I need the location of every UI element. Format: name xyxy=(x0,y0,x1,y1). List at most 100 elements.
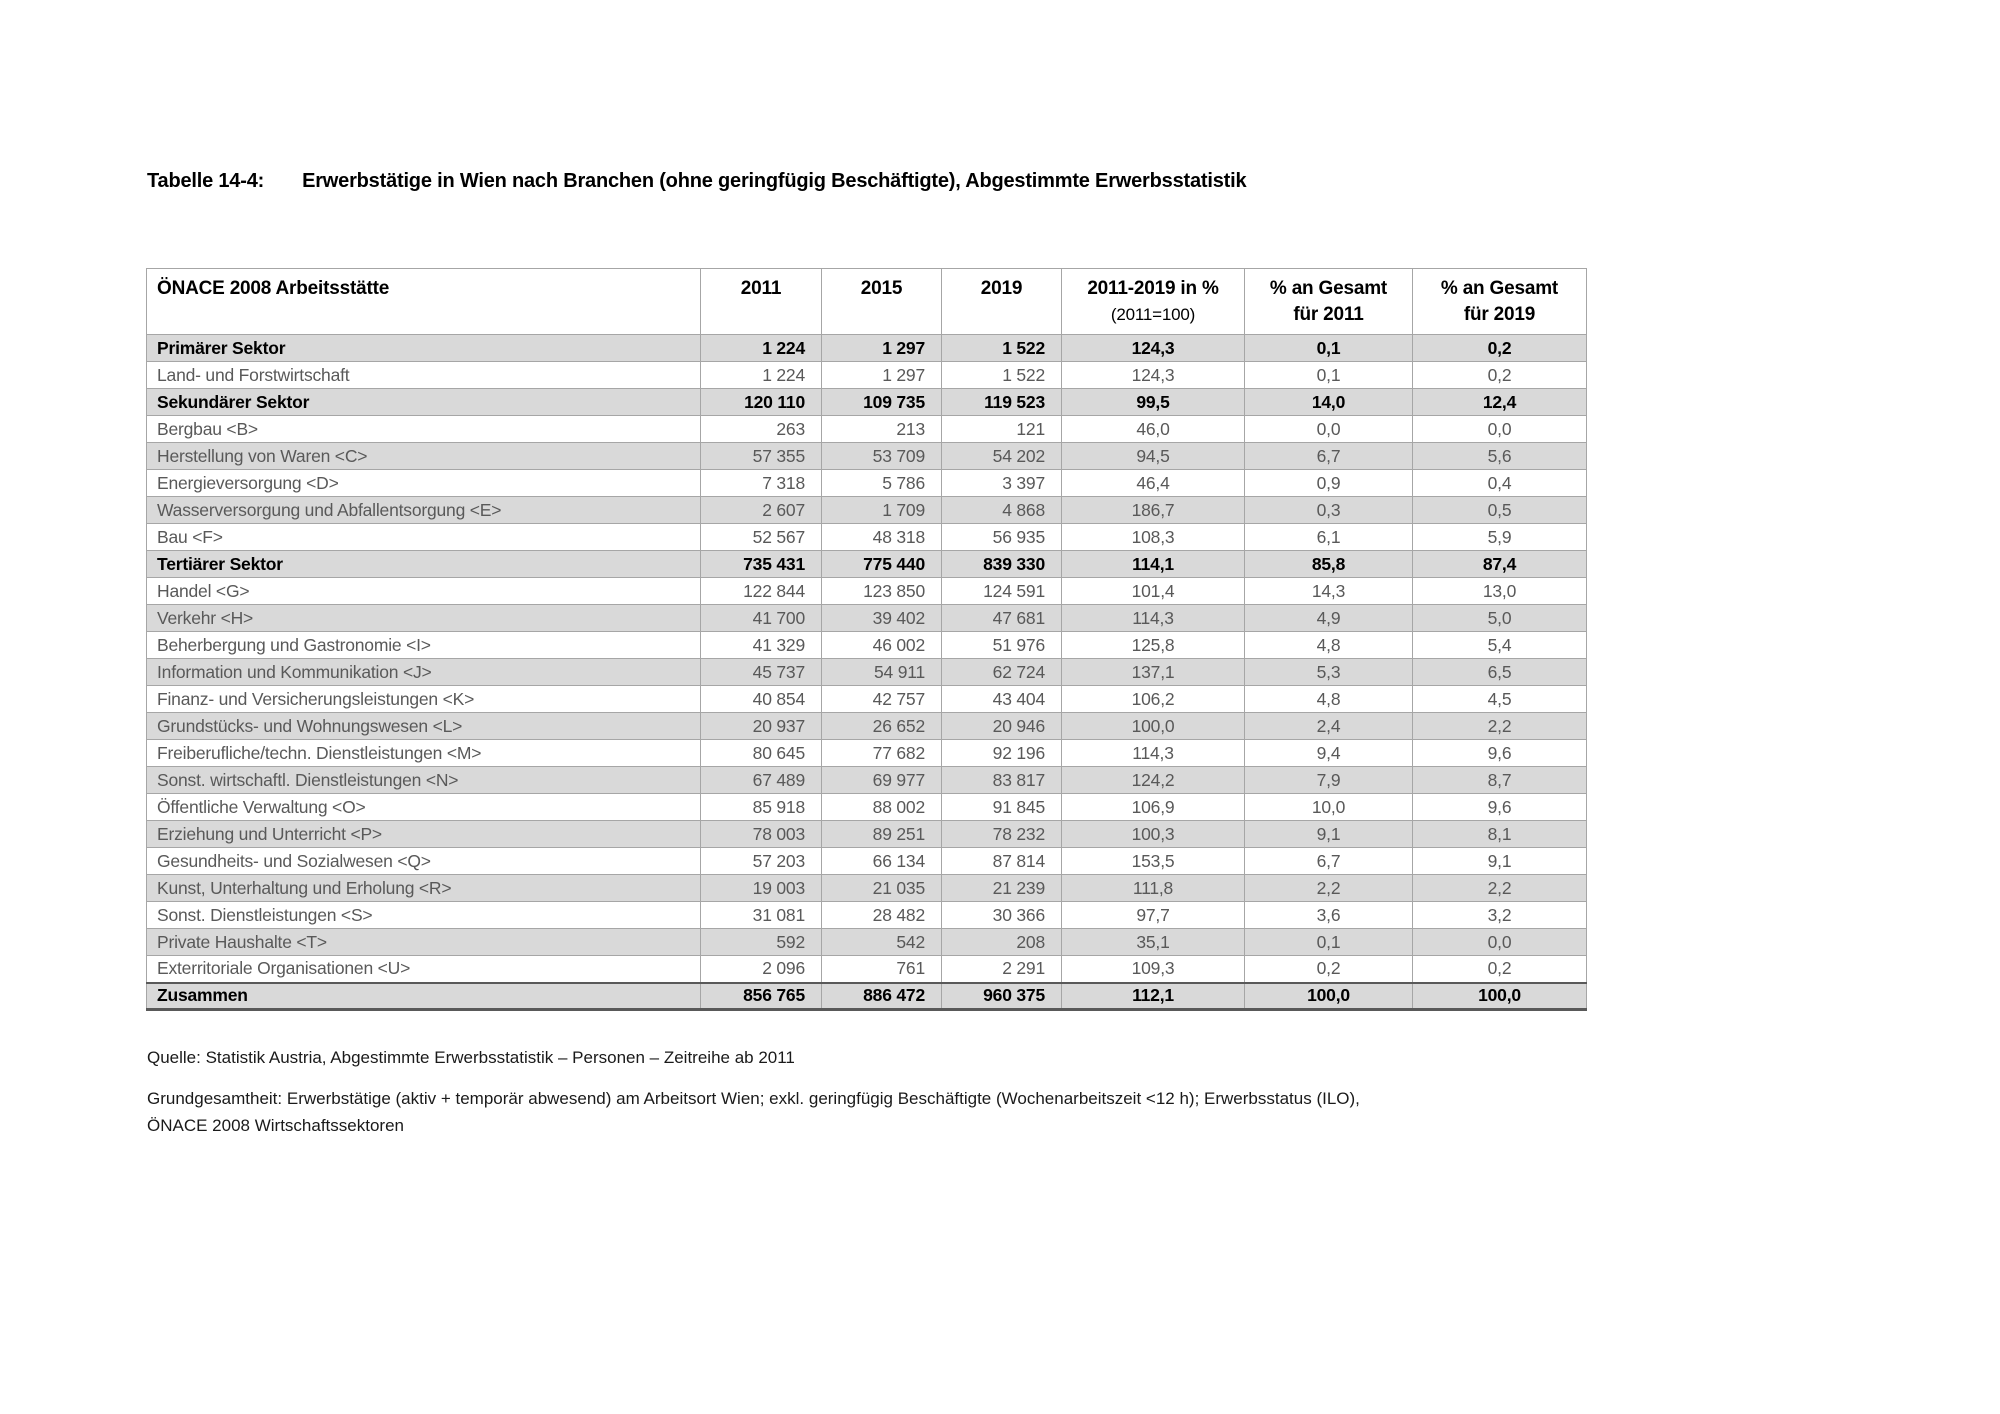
row-value: 66 134 xyxy=(821,847,942,875)
row-value: 91 845 xyxy=(941,793,1062,821)
table-row: Beherbergung und Gastronomie <I> 41 329 46… xyxy=(146,631,1587,659)
row-value: 592 xyxy=(700,928,822,956)
row-label: Wasserversorgung und Abfallentsorgung <E… xyxy=(146,496,701,524)
table-caption: Tabelle 14-4: Erwerbstätige in Wien nach … xyxy=(147,170,1247,193)
row-label: Bergbau <B> xyxy=(146,415,701,443)
table-row: Handel <G> 122 844 123 850 124 591 101,4 14,3… xyxy=(146,577,1587,605)
row-value: 69 977 xyxy=(821,766,942,794)
row-value: 100,0 xyxy=(1061,712,1245,740)
row-value: 125,8 xyxy=(1061,631,1245,659)
header-label-change: 2011-2019 in % xyxy=(1087,278,1219,299)
row-value: 45 737 xyxy=(700,658,822,686)
row-value: 0,0 xyxy=(1412,928,1587,956)
table-row: Gesundheits- und Sozialwesen <Q> 57 203 66… xyxy=(146,847,1587,875)
table-header: ÖNACE 2008 Arbeitsstätte 2011 2015 2019 … xyxy=(146,268,1587,335)
row-value: 2,2 xyxy=(1412,712,1587,740)
row-value: 0,9 xyxy=(1244,469,1413,497)
row-value: 2,4 xyxy=(1244,712,1413,740)
source-note: Quelle: Statistik Austria, Abgestimmte E… xyxy=(147,1048,795,1067)
row-value: 80 645 xyxy=(700,739,822,767)
row-value: 5 786 xyxy=(821,469,942,497)
table-caption-text: Erwerbstätige in Wien nach Branchen (ohn… xyxy=(302,170,1247,192)
row-value: 26 652 xyxy=(821,712,942,740)
row-value: 13,0 xyxy=(1412,577,1587,605)
row-value: 5,9 xyxy=(1412,523,1587,551)
row-value: 40 854 xyxy=(700,685,822,713)
table-row: Land- und Forstwirtschaft 1 224 1 297 1 522… xyxy=(146,361,1587,389)
row-value: 0,4 xyxy=(1412,469,1587,497)
row-value: 87,4 xyxy=(1412,550,1587,578)
row-value: 2,2 xyxy=(1412,874,1587,902)
population-note: Grundgesamtheit: Erwerbstätige (aktiv + … xyxy=(147,1085,1360,1139)
table-caption-number: Tabelle 14-4: xyxy=(147,170,265,192)
table-row: Sekundärer Sektor 120 110 109 735 119 523 99… xyxy=(146,388,1587,416)
row-value: 137,1 xyxy=(1061,658,1245,686)
row-value: 1 709 xyxy=(821,496,942,524)
row-value: 3,2 xyxy=(1412,901,1587,929)
table-row: Private Haushalte <T> 592 542 208 35,1 0,1 0,0 xyxy=(146,928,1587,956)
table-row: Kunst, Unterhaltung und Erholung <R> 19 0… xyxy=(146,874,1587,902)
row-label: Private Haushalte <T> xyxy=(146,928,701,956)
row-value: 2 607 xyxy=(700,496,822,524)
table-row: Tertiärer Sektor 735 431 775 440 839 330 114… xyxy=(146,550,1587,578)
row-value: 186,7 xyxy=(1061,496,1245,524)
row-value: 1 297 xyxy=(821,361,942,389)
row-label: Bau <F> xyxy=(146,523,701,551)
row-value: 109 735 xyxy=(821,388,942,416)
row-value: 20 937 xyxy=(700,712,822,740)
table-row: Exterritoriale Organisationen <U> 2 096 76… xyxy=(146,955,1587,983)
row-value: 0,5 xyxy=(1412,496,1587,524)
row-value: 0,2 xyxy=(1244,955,1413,983)
row-value: 67 489 xyxy=(700,766,822,794)
row-value: 99,5 xyxy=(1061,388,1245,416)
table-row: Bau <F> 52 567 48 318 56 935 108,3 6,1 5,9 xyxy=(146,523,1587,551)
row-value: 97,7 xyxy=(1061,901,1245,929)
row-value: 78 003 xyxy=(700,820,822,848)
row-value: 106,2 xyxy=(1061,685,1245,713)
row-value: 121 xyxy=(941,415,1062,443)
row-value: 735 431 xyxy=(700,550,822,578)
table-row: Sonst. wirtschaftl. Dienstleistungen <N>… xyxy=(146,766,1587,794)
row-value: 8,1 xyxy=(1412,820,1587,848)
row-value: 6,5 xyxy=(1412,658,1587,686)
header-cell-change: 2011-2019 in % (2011=100) xyxy=(1061,268,1245,335)
row-value: 52 567 xyxy=(700,523,822,551)
row-value: 0,2 xyxy=(1412,334,1587,362)
row-value: 3 397 xyxy=(941,469,1062,497)
row-value: 88 002 xyxy=(821,793,942,821)
row-value: 46,0 xyxy=(1061,415,1245,443)
row-value: 53 709 xyxy=(821,442,942,470)
row-label: Herstellung von Waren <C> xyxy=(146,442,701,470)
row-value: 100,0 xyxy=(1412,981,1587,1011)
row-value: 21 035 xyxy=(821,874,942,902)
row-value: 5,0 xyxy=(1412,604,1587,632)
row-label: Sonst. wirtschaftl. Dienstleistungen <N> xyxy=(146,766,701,794)
header-label-share-2019: % an Gesamt xyxy=(1440,278,1559,299)
row-value: 85 918 xyxy=(700,793,822,821)
row-value: 0,3 xyxy=(1244,496,1413,524)
row-label: Öffentliche Verwaltung <O> xyxy=(146,793,701,821)
row-value: 30 366 xyxy=(941,901,1062,929)
row-value: 54 202 xyxy=(941,442,1062,470)
row-value: 208 xyxy=(941,928,1062,956)
row-value: 5,3 xyxy=(1244,658,1413,686)
row-value: 109,3 xyxy=(1061,955,1245,983)
row-value: 120 110 xyxy=(700,388,822,416)
row-label: Energieversorgung <D> xyxy=(146,469,701,497)
row-label: Gesundheits- und Sozialwesen <Q> xyxy=(146,847,701,875)
row-label: Information und Kommunikation <J> xyxy=(146,658,701,686)
row-label: Sonst. Dienstleistungen <S> xyxy=(146,901,701,929)
statistics-table: ÖNACE 2008 Arbeitsstätte 2011 2015 2019 … xyxy=(146,268,1587,1011)
row-value: 856 765 xyxy=(700,981,822,1011)
row-value: 114,1 xyxy=(1061,550,1245,578)
row-label: Erziehung und Unterricht <P> xyxy=(146,820,701,848)
row-value: 7 318 xyxy=(700,469,822,497)
row-value: 1 522 xyxy=(941,361,1062,389)
header-label-share-2011-year: für 2011 xyxy=(1293,303,1364,325)
row-value: 124,2 xyxy=(1061,766,1245,794)
row-label: Finanz- und Versicherungsleistungen <K> xyxy=(146,685,701,713)
row-label: Tertiärer Sektor xyxy=(146,550,701,578)
row-value: 14,0 xyxy=(1244,388,1413,416)
row-value: 114,3 xyxy=(1061,739,1245,767)
